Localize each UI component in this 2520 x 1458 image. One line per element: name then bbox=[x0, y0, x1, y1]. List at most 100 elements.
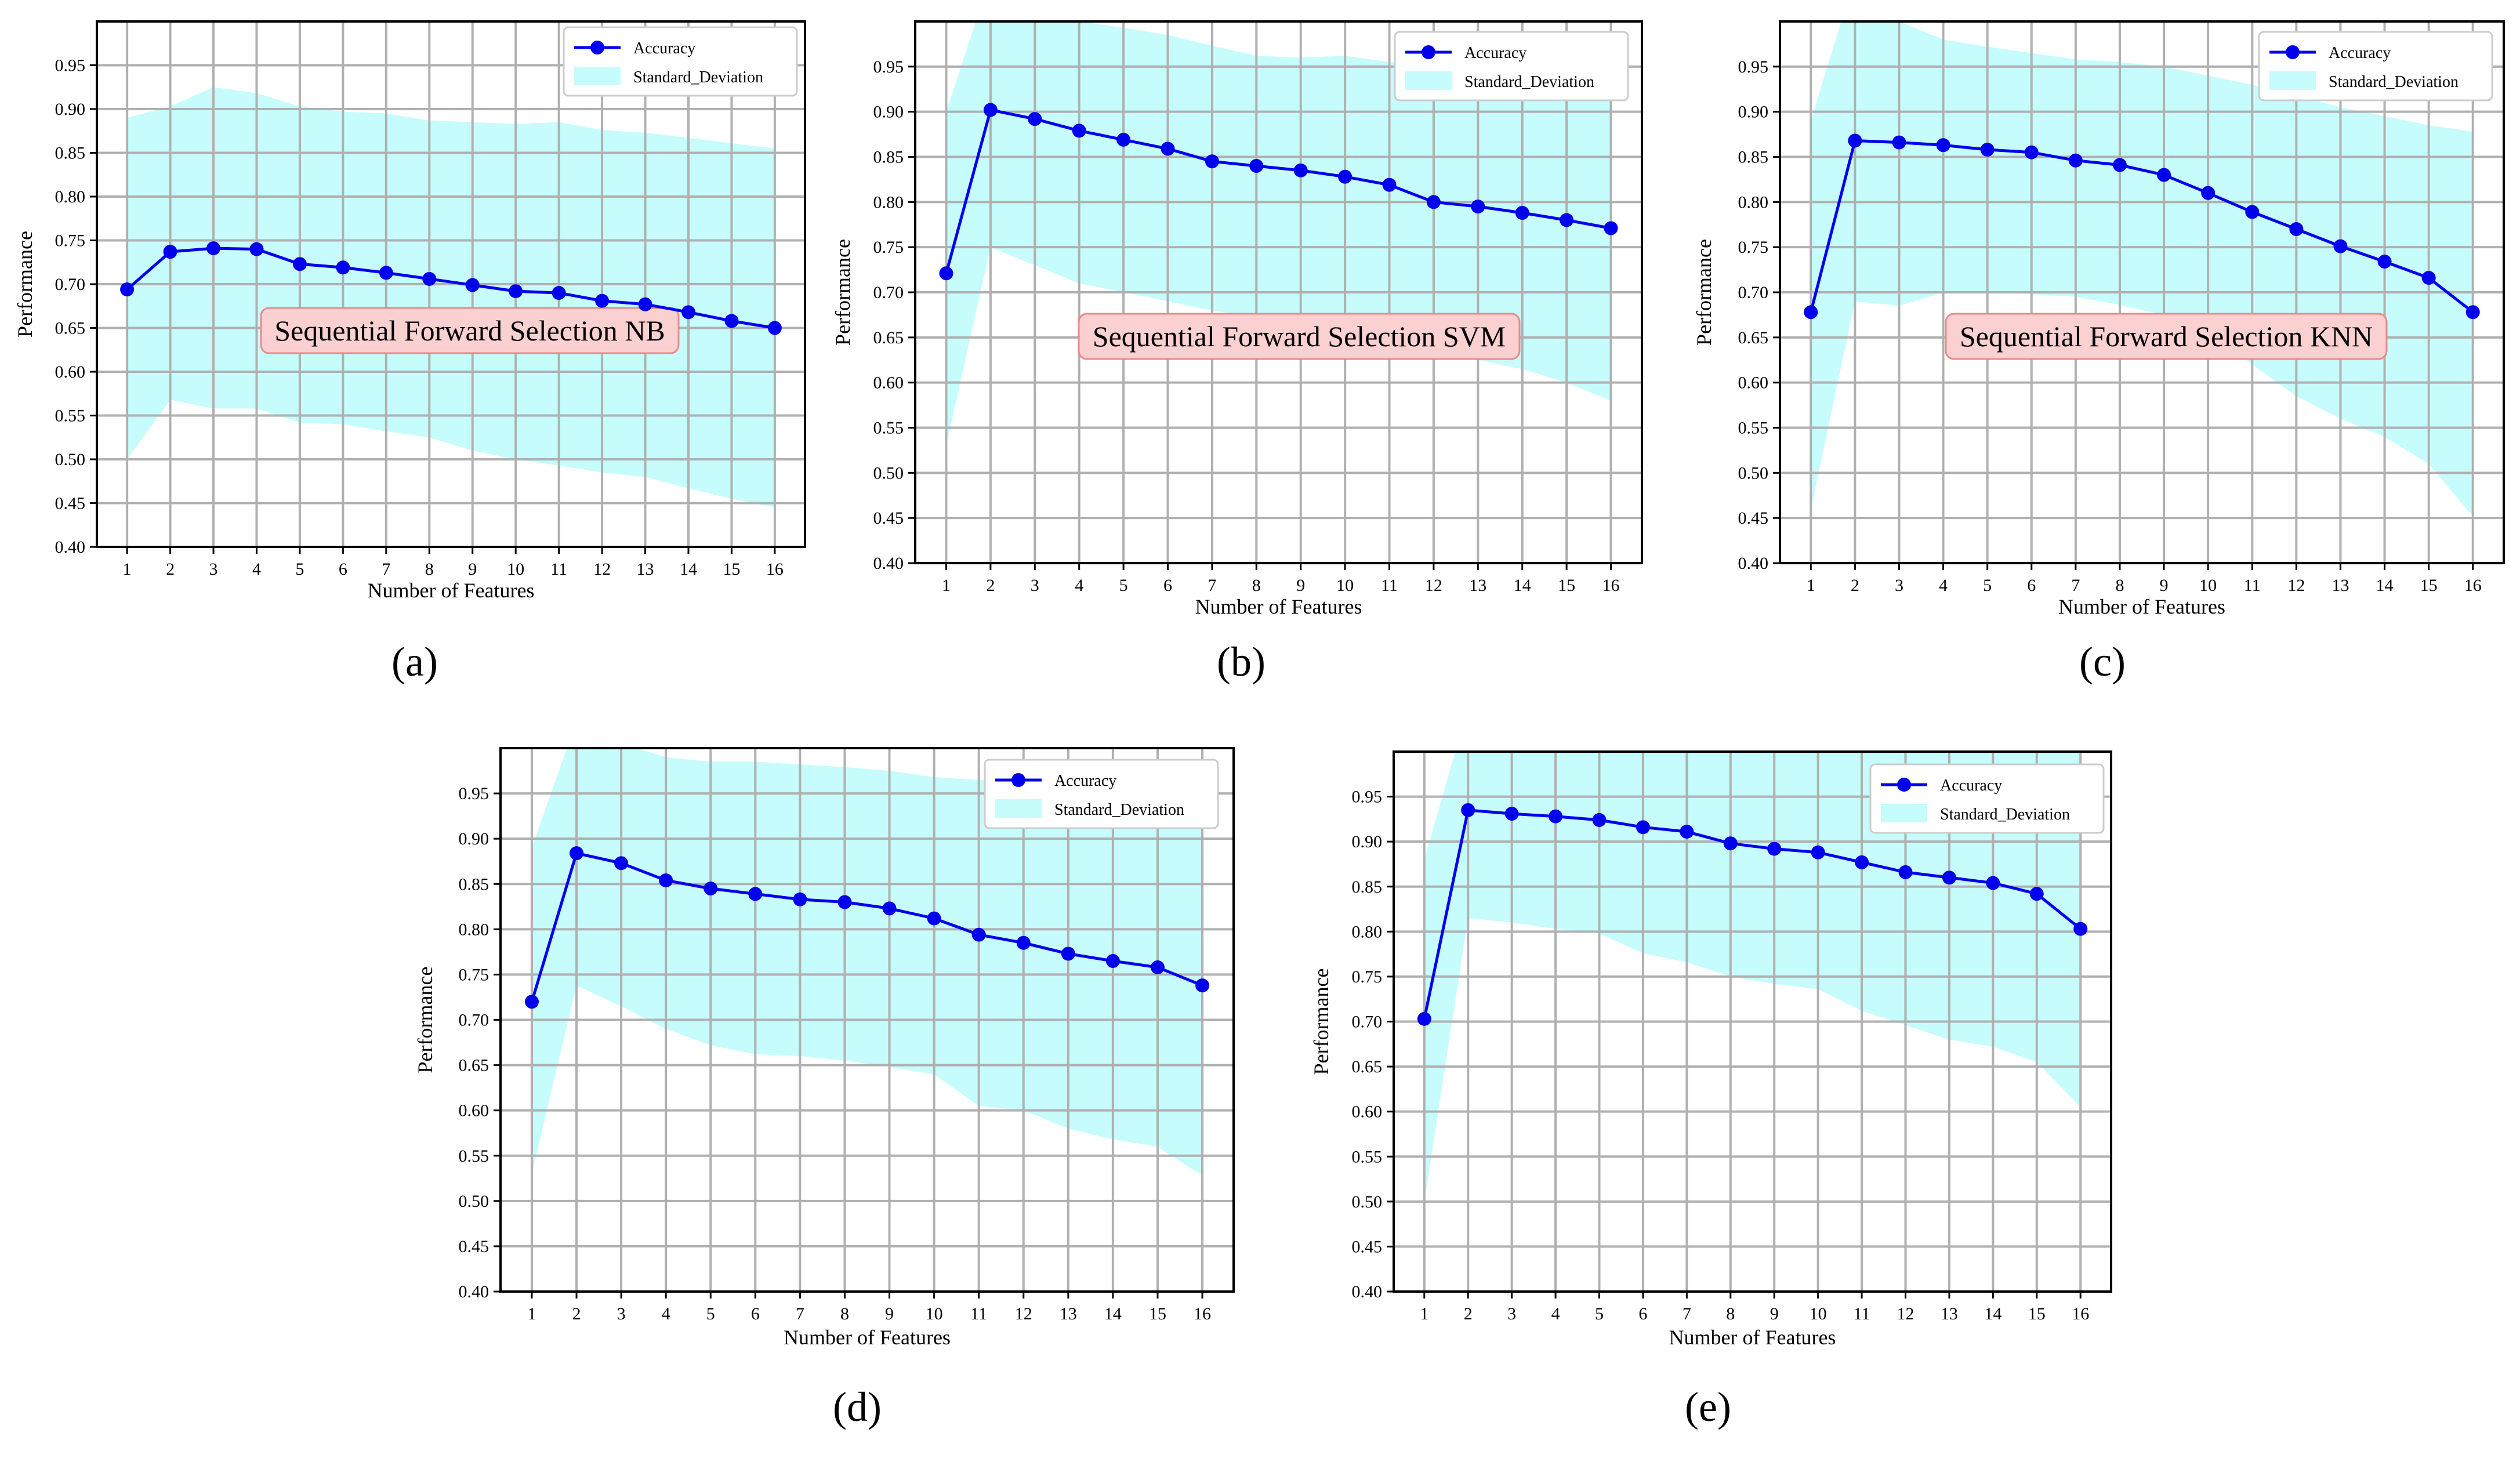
x-tick-label: 5 bbox=[295, 560, 304, 579]
x-tick-label: 7 bbox=[1683, 1304, 1691, 1323]
y-tick-label: 0.75 bbox=[1738, 238, 1769, 257]
y-tick-label: 0.80 bbox=[459, 920, 490, 939]
x-tick-label: 9 bbox=[2160, 576, 2169, 595]
x-tick-label: 11 bbox=[550, 560, 567, 579]
legend-accuracy-marker bbox=[2286, 45, 2300, 59]
legend-std-swatch bbox=[995, 799, 1042, 818]
accuracy-point bbox=[1804, 305, 1818, 320]
accuracy-point bbox=[1461, 803, 1475, 817]
accuracy-point bbox=[882, 901, 897, 916]
chart-panel-5: 0.40 0.45 0.50 0.55 0.60 0.65 0.70 0.75 0.80 0.85… bbox=[1310, 750, 2112, 1430]
y-tick-label: 0.85 bbox=[1738, 148, 1769, 167]
x-tick-label: 14 bbox=[1984, 1304, 2002, 1323]
x-tick-label: 1 bbox=[1807, 576, 1815, 595]
x-axis-label: Number of Features bbox=[368, 579, 535, 602]
x-tick-label: 8 bbox=[1726, 1304, 1735, 1323]
y-tick-label: 0.70 bbox=[55, 275, 86, 294]
chart-panel-3: Sequential Forward Selection KNN 0.40 0.45… bbox=[1692, 20, 2505, 685]
legend-std-label: Standard_Deviation bbox=[1940, 806, 2070, 824]
x-tick-label: 13 bbox=[2332, 576, 2349, 595]
accuracy-point bbox=[552, 286, 566, 300]
accuracy-point bbox=[2377, 255, 2392, 269]
x-tick-label: 8 bbox=[840, 1304, 849, 1323]
y-tick-label: 0.80 bbox=[1352, 922, 1383, 941]
y-tick-label: 0.45 bbox=[873, 509, 904, 528]
std-deviation-band bbox=[532, 748, 1202, 1176]
legend-std-label: Standard_Deviation bbox=[1054, 801, 1184, 819]
x-tick-label: 6 bbox=[1163, 576, 1172, 595]
accuracy-point bbox=[1636, 820, 1650, 835]
x-tick-label: 2 bbox=[986, 576, 995, 595]
y-tick-label: 0.85 bbox=[55, 144, 86, 163]
x-tick-label: 14 bbox=[680, 560, 697, 579]
y-axis-label: Performance bbox=[1692, 239, 1716, 346]
accuracy-point bbox=[570, 846, 584, 861]
x-tick-label: 7 bbox=[1208, 576, 1216, 595]
accuracy-point bbox=[748, 887, 763, 901]
accuracy-point bbox=[1767, 842, 1782, 856]
legend-std-swatch bbox=[1405, 71, 1452, 90]
accuracy-point bbox=[1061, 946, 1075, 961]
y-tick-label: 0.80 bbox=[1738, 193, 1769, 212]
x-tick-label: 15 bbox=[2420, 576, 2438, 595]
legend: Accuracy Standard_Deviation bbox=[1394, 31, 1629, 101]
y-axis-label: Performance bbox=[1310, 969, 1333, 1075]
x-tick-label: 16 bbox=[1194, 1304, 1211, 1323]
accuracy-point bbox=[1016, 935, 1031, 950]
x-tick-label: 3 bbox=[1507, 1304, 1516, 1323]
legend-frame bbox=[563, 26, 798, 97]
y-tick-label: 0.45 bbox=[459, 1237, 490, 1256]
accuracy-point bbox=[1382, 177, 1397, 192]
y-tick-label: 0.70 bbox=[1352, 1013, 1383, 1032]
accuracy-point bbox=[793, 892, 807, 906]
x-tick-label: 16 bbox=[1602, 576, 1620, 595]
chart-panel-1: Sequential Forward Selection NB 0.40 0.45 0… bbox=[13, 20, 806, 685]
accuracy-point bbox=[1195, 978, 1210, 993]
accuracy-point bbox=[1105, 953, 1120, 968]
y-tick-label: 0.55 bbox=[1738, 419, 1769, 438]
y-tick-label: 0.50 bbox=[459, 1192, 490, 1211]
accuracy-point bbox=[595, 293, 610, 308]
x-tick-label: 9 bbox=[1296, 576, 1305, 595]
x-tick-label: 9 bbox=[468, 560, 477, 579]
x-tick-label: 2 bbox=[1464, 1304, 1473, 1323]
x-tick-label: 12 bbox=[1015, 1304, 1032, 1323]
legend-accuracy-marker bbox=[1897, 778, 1911, 792]
x-tick-label: 2 bbox=[1851, 576, 1859, 595]
x-tick-label: 6 bbox=[2027, 576, 2036, 595]
x-tick-label: 6 bbox=[339, 560, 347, 579]
x-tick-label: 5 bbox=[1119, 576, 1128, 595]
y-tick-label: 0.95 bbox=[1738, 57, 1769, 77]
y-tick-label: 0.60 bbox=[459, 1101, 490, 1120]
x-tick-label: 11 bbox=[970, 1304, 987, 1323]
accuracy-line bbox=[945, 108, 1611, 274]
panel-label: (c) bbox=[2079, 639, 2126, 685]
accuracy-point bbox=[249, 242, 264, 256]
x-tick-label: 4 bbox=[1939, 576, 1948, 595]
accuracy-point bbox=[2421, 271, 2436, 285]
y-tick-label: 0.55 bbox=[459, 1147, 490, 1166]
accuracy-point bbox=[681, 305, 695, 320]
accuracy-point bbox=[2029, 887, 2044, 901]
y-axis-label: Performance bbox=[13, 231, 37, 338]
panel-label: (d) bbox=[833, 1384, 882, 1430]
x-tick-label: 11 bbox=[1381, 576, 1398, 595]
y-tick-label: 0.40 bbox=[1738, 554, 1769, 573]
y-tick-label: 0.60 bbox=[1738, 373, 1769, 393]
x-tick-label: 5 bbox=[706, 1304, 715, 1323]
accuracy-point bbox=[2465, 305, 2480, 320]
accuracy-point bbox=[524, 995, 539, 1009]
y-tick-label: 0.60 bbox=[873, 373, 904, 393]
x-tick-label: 12 bbox=[2287, 576, 2305, 595]
legend: Accuracy Standard_Deviation bbox=[984, 759, 1219, 829]
x-tick-label: 16 bbox=[2464, 576, 2482, 595]
legend-accuracy-label: Accuracy bbox=[1940, 777, 2002, 795]
accuracy-point bbox=[509, 284, 523, 299]
accuracy-point bbox=[336, 260, 350, 275]
x-tick-label: 3 bbox=[617, 1304, 626, 1323]
accuracy-point bbox=[1471, 200, 1485, 214]
accuracy-point bbox=[983, 103, 998, 117]
x-tick-label: 11 bbox=[1854, 1304, 1870, 1323]
accuracy-point bbox=[1249, 159, 1264, 173]
x-axis-label: Number of Features bbox=[1669, 1326, 1836, 1349]
